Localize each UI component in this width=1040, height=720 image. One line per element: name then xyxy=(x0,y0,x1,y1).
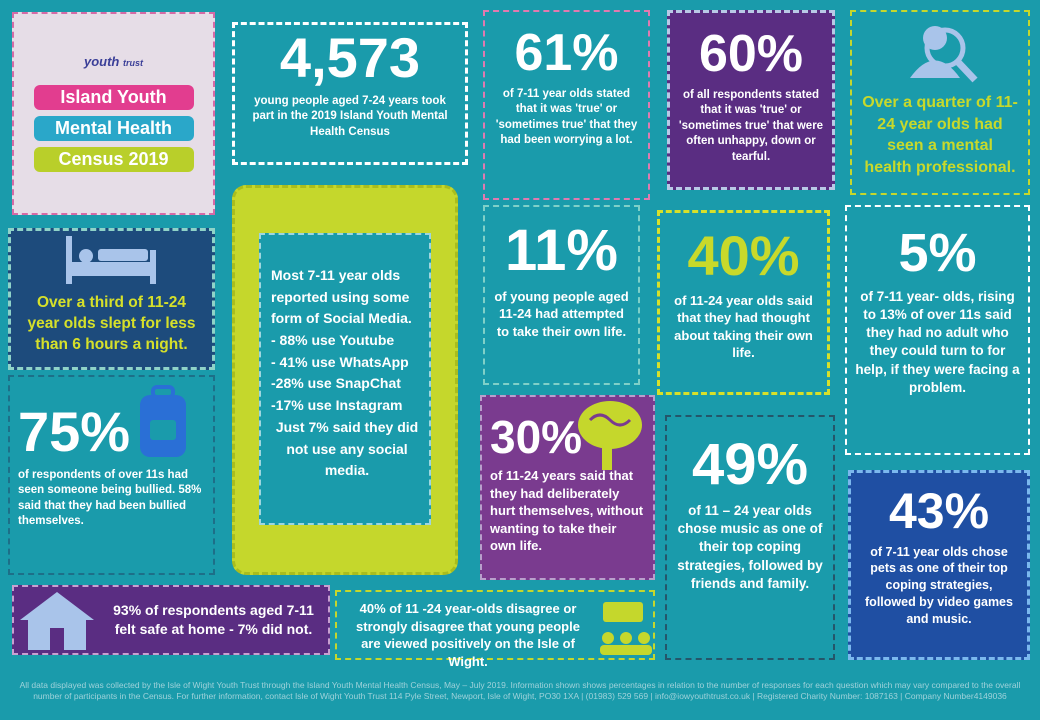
stat-text: 93% of respondents aged 7-11 felt safe a… xyxy=(113,602,314,637)
stat-panel: 4,573 young people aged 7-24 years took p… xyxy=(232,22,468,165)
stat-text: of young people aged 11-24 had attempted… xyxy=(494,288,629,339)
stat-panel: 5% of 7-11 year- olds, rising to 13% of o… xyxy=(845,205,1030,455)
social-closing: Just 7% said they did not use any social… xyxy=(275,418,419,479)
logo-panel: youth trust Island Youth Mental Health C… xyxy=(12,12,215,215)
stat-text: 40% of 11 -24 year-olds disagree or stro… xyxy=(356,601,580,669)
logo: youth trust xyxy=(14,54,213,69)
stat-text: of 7-11 year olds stated that it was 'tr… xyxy=(495,87,638,147)
phone-screen: Most 7-11 year olds reported using some … xyxy=(259,233,431,525)
stat-value: 40% xyxy=(687,224,800,287)
footer-note: All data displayed was collected by the … xyxy=(19,680,1021,702)
stat-text: young people aged 7-24 years took part i… xyxy=(252,94,448,138)
stat-value: 49% xyxy=(691,432,809,497)
social-item: - 88% use Youtube xyxy=(271,332,395,349)
logo-text: youth xyxy=(83,54,120,69)
stat-text: of 11-24 year olds said that they had th… xyxy=(674,292,813,361)
logo-text: trust xyxy=(123,58,143,68)
stat-text: Over a third of 11-24 year olds slept fo… xyxy=(27,294,196,353)
stat-value: 11% xyxy=(505,218,618,283)
stat-panel: 49% of 11 – 24 year olds chose music as o… xyxy=(665,415,835,660)
stat-value: 61% xyxy=(514,24,619,82)
stat-text: of 11-24 years said that they had delibe… xyxy=(490,468,644,554)
stat-panel: 43% of 7-11 year olds chose pets as one o… xyxy=(848,470,1030,660)
stat-panel: Over a third of 11-24 year olds slept fo… xyxy=(8,228,215,370)
stat-value: 75% xyxy=(18,400,131,463)
stat-value: 30% xyxy=(490,411,583,463)
title-line: Mental Health xyxy=(33,116,194,141)
stat-text: of respondents of over 11s had seen some… xyxy=(18,468,202,528)
stat-text: of 11 – 24 year olds chose music as one … xyxy=(677,502,823,591)
stat-text: of all respondents stated that it was 't… xyxy=(678,88,824,163)
stat-text: of 7-11 year olds chose pets as one of t… xyxy=(865,544,1013,627)
social-item: -17% use Instagram xyxy=(271,397,403,414)
stat-text: Over a quarter of 11- 24 year olds had s… xyxy=(862,94,1018,176)
stat-value: 43% xyxy=(888,483,990,539)
stat-text: of 7-11 year- olds, rising to 13% of ove… xyxy=(855,288,1020,395)
phone-graphic: Most 7-11 year olds reported using some … xyxy=(232,185,458,575)
stat-panel: Over a quarter of 11- 24 year olds had s… xyxy=(850,10,1030,195)
social-item: -28% use SnapChat xyxy=(271,375,401,392)
stat-value: 4,573 xyxy=(279,26,421,89)
stat-panel: 93% of respondents aged 7-11 felt safe a… xyxy=(12,585,330,655)
stat-panel: 40% of 11 -24 year-olds disagree or stro… xyxy=(335,590,655,669)
social-item: - 41% use WhatsApp xyxy=(271,353,409,370)
stat-value: 5% xyxy=(898,223,977,283)
stat-panel: 60% of all respondents stated that it was… xyxy=(667,10,835,190)
stat-panel: 61% of 7-11 year olds stated that it was … xyxy=(483,10,650,200)
stat-panel: 40% of 11-24 year olds said that they had… xyxy=(657,210,830,395)
stat-panel: 11% of young people aged 11-24 had attemp… xyxy=(483,205,640,385)
stat-panel: 75% of respondents of over 11s had seen s… xyxy=(8,375,215,575)
title-line: Island Youth xyxy=(33,85,194,110)
stat-panel: 30% of 11-24 years said that they had del… xyxy=(480,395,655,580)
title-line: Census 2019 xyxy=(33,147,194,172)
stat-value: 60% xyxy=(698,25,804,83)
social-intro: Most 7-11 year olds reported using some … xyxy=(271,267,412,327)
